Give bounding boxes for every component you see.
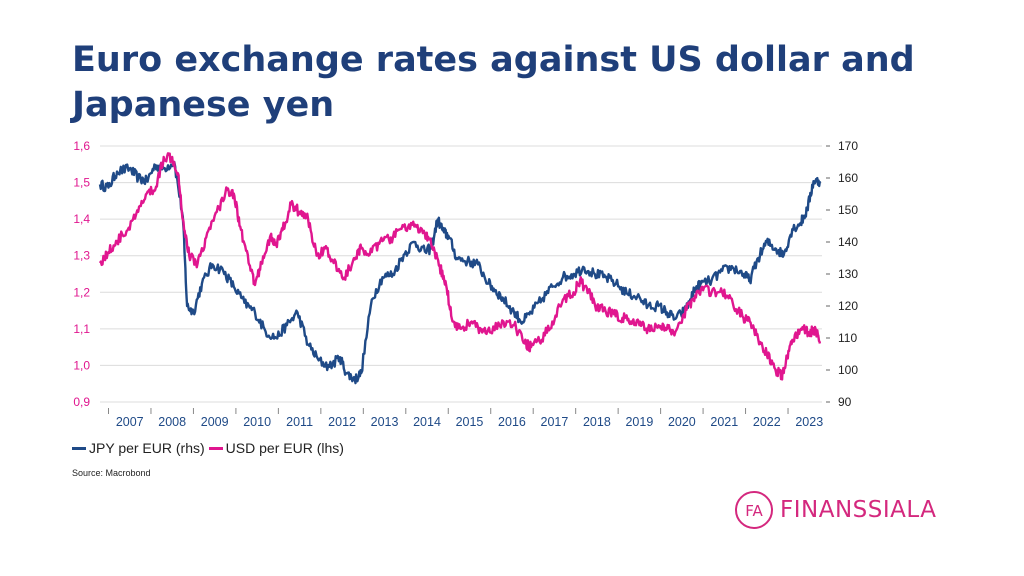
series-line-jpy [98, 160, 822, 385]
left-tick-label: 1,4 [73, 212, 90, 226]
left-tick-label: 1,0 [73, 358, 90, 372]
left-tick-label: 0,9 [73, 395, 90, 409]
right-tick-label: 110 [838, 331, 857, 345]
series-line-usd [98, 152, 822, 381]
left-axis: 0,9 1,0 1,1 1,2 1,3 1,4 1,5 1,6 [73, 139, 90, 409]
legend-item-jpy: JPY per EUR (rhs) [72, 440, 205, 456]
svg-text:FA: FA [745, 502, 763, 520]
x-tick-label: 2011 [286, 415, 313, 429]
x-tick-label: 2010 [243, 415, 271, 429]
legend: JPY per EUR (rhs) USD per EUR (lhs) [72, 440, 348, 456]
x-tick-label: 2016 [498, 415, 526, 429]
legend-label-usd: USD per EUR (lhs) [225, 440, 344, 456]
fa-logo-icon: FA [735, 491, 773, 529]
x-tick-label: 2020 [668, 415, 696, 429]
legend-label-jpy: JPY per EUR (rhs) [89, 440, 205, 456]
right-tick-label: 170 [838, 139, 858, 153]
x-axis: 2007 2008 2009 2010 2011 2012 2013 2014 2015 2016… [107, 408, 823, 429]
legend-item-usd: USD per EUR (lhs) [208, 440, 344, 456]
x-tick-label: 2021 [710, 415, 738, 429]
finanssiala-logo: FA FINANSSIALA [734, 490, 936, 530]
line-chart: 0,9 1,0 1,1 1,2 1,3 1,4 1,5 1,6 90 100 110 120 130 1… [73, 139, 858, 429]
logo-text: FINANSSIALA [780, 497, 937, 523]
left-tick-label: 1,2 [73, 285, 90, 299]
x-tick-label: 2013 [371, 415, 399, 429]
x-tick-label: 2009 [201, 415, 229, 429]
right-tick-label: 90 [838, 395, 852, 409]
source-note: Source: Macrobond [72, 468, 151, 478]
x-tick-label: 2012 [328, 415, 356, 429]
series-lines [98, 152, 822, 385]
left-tick-label: 1,1 [73, 322, 90, 336]
legend-swatch-jpy [72, 446, 86, 450]
x-tick-label: 2017 [541, 415, 569, 429]
x-tick-label: 2007 [116, 415, 144, 429]
x-tick-label: 2008 [158, 415, 186, 429]
right-tick-label: 120 [838, 299, 858, 313]
x-tick-label: 2015 [456, 415, 484, 429]
x-tick-label: 2014 [413, 415, 441, 429]
right-axis: 90 100 110 120 130 140 150 160 170 [826, 139, 858, 409]
left-tick-label: 1,3 [73, 249, 90, 263]
legend-swatch-usd [208, 446, 223, 450]
chart-title: Euro exchange rates against US dollar an… [72, 40, 915, 125]
x-tick-label: 2018 [583, 415, 611, 429]
x-tick-label: 2023 [795, 415, 823, 429]
x-tick-label: 2022 [753, 415, 781, 429]
right-tick-label: 130 [838, 267, 858, 281]
right-tick-label: 160 [838, 171, 858, 185]
x-tick-label: 2019 [625, 415, 653, 429]
right-tick-label: 150 [838, 203, 858, 217]
right-tick-label: 100 [838, 363, 858, 377]
left-tick-label: 1,6 [73, 139, 90, 153]
left-tick-label: 1,5 [73, 176, 90, 190]
right-tick-label: 140 [838, 235, 858, 249]
